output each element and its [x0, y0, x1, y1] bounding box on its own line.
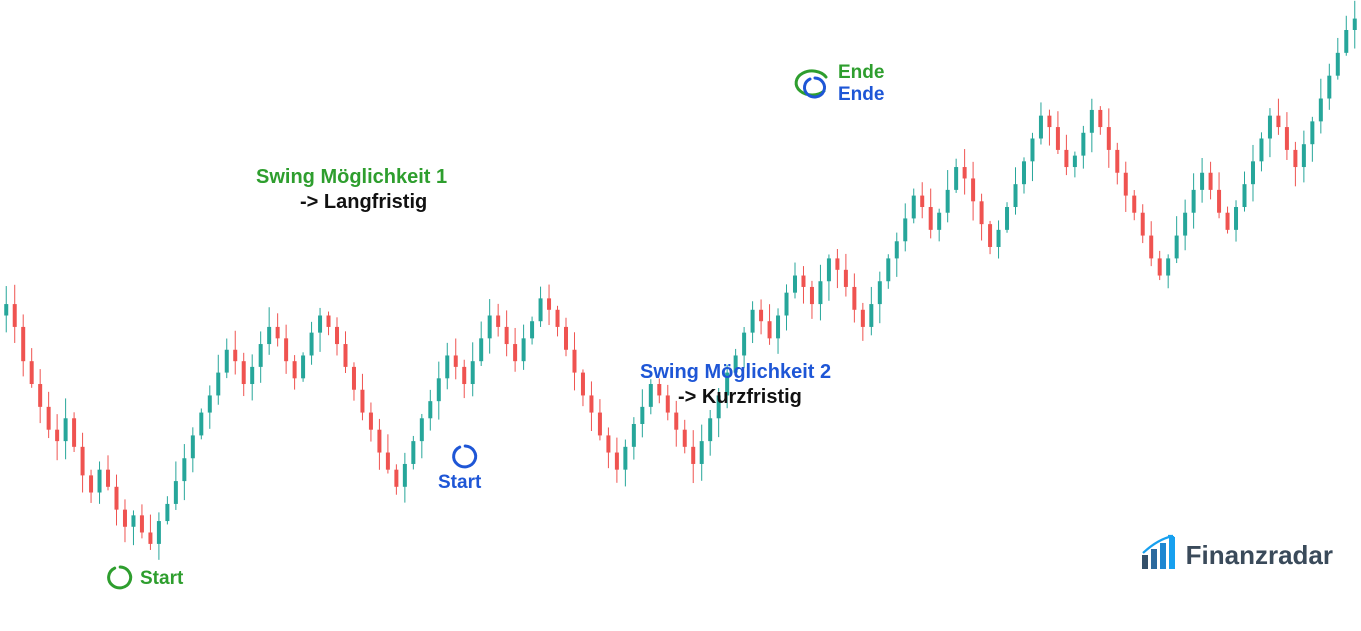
chart-container: Swing Möglichkeit 1 -> Langfristig Swing… [0, 0, 1361, 631]
swing2-subtitle: -> Kurzfristig [678, 385, 802, 409]
logo-icon [1140, 533, 1180, 571]
swing1-subtitle: -> Langfristig [300, 190, 427, 214]
start2-label: Start [438, 472, 481, 495]
logo: Finanzradar [1140, 533, 1333, 571]
swing2-title: Swing Möglichkeit 2 [640, 360, 831, 384]
start1-label: Start [140, 568, 183, 591]
ende2-label: Ende [838, 84, 884, 107]
logo-text: Finanzradar [1186, 540, 1333, 571]
swing1-title: Swing Möglichkeit 1 [256, 165, 447, 189]
ende1-label: Ende [838, 62, 884, 85]
